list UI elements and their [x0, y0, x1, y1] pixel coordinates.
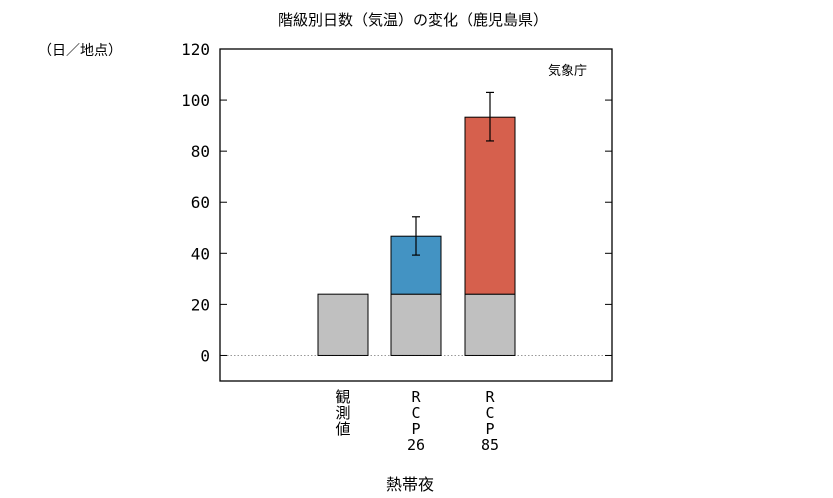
y-tick-label: 60: [191, 193, 210, 212]
x-tick-label: 測: [335, 404, 350, 422]
x-tick-label: C: [485, 404, 494, 422]
bars: [317, 91, 516, 356]
x-axis-label: 熱帯夜: [386, 475, 434, 494]
x-tick-label: 85: [481, 436, 499, 454]
y-tick-label: 120: [181, 40, 210, 59]
x-tick-label: R: [411, 388, 421, 406]
chart-title: 階級別日数（気温）の変化（鹿児島県）: [278, 11, 548, 29]
y-tick-label: 40: [191, 244, 210, 263]
y-tick-label: 20: [191, 295, 210, 314]
x-tick-label: C: [411, 404, 420, 422]
x-tick-label: 26: [407, 436, 425, 454]
x-tick-label: 観: [335, 388, 350, 406]
x-tick-label: R: [485, 388, 495, 406]
y-tick-label: 0: [200, 346, 210, 365]
bar-base: [390, 293, 442, 356]
bar-base: [317, 293, 369, 356]
y-axis: 0 20 40 60 80 100 120: [181, 40, 612, 365]
plot-frame: [219, 48, 613, 382]
y-tick-label: 100: [181, 91, 210, 110]
x-tick-label: P: [411, 420, 420, 438]
bar-increase: [464, 116, 516, 295]
x-tick-label: P: [485, 420, 494, 438]
bar-base: [464, 293, 516, 356]
source-label: 気象庁: [548, 63, 587, 79]
y-unit-label: （日／地点）: [38, 43, 122, 59]
x-tick-label: 値: [335, 420, 350, 438]
y-tick-label: 80: [191, 142, 210, 161]
